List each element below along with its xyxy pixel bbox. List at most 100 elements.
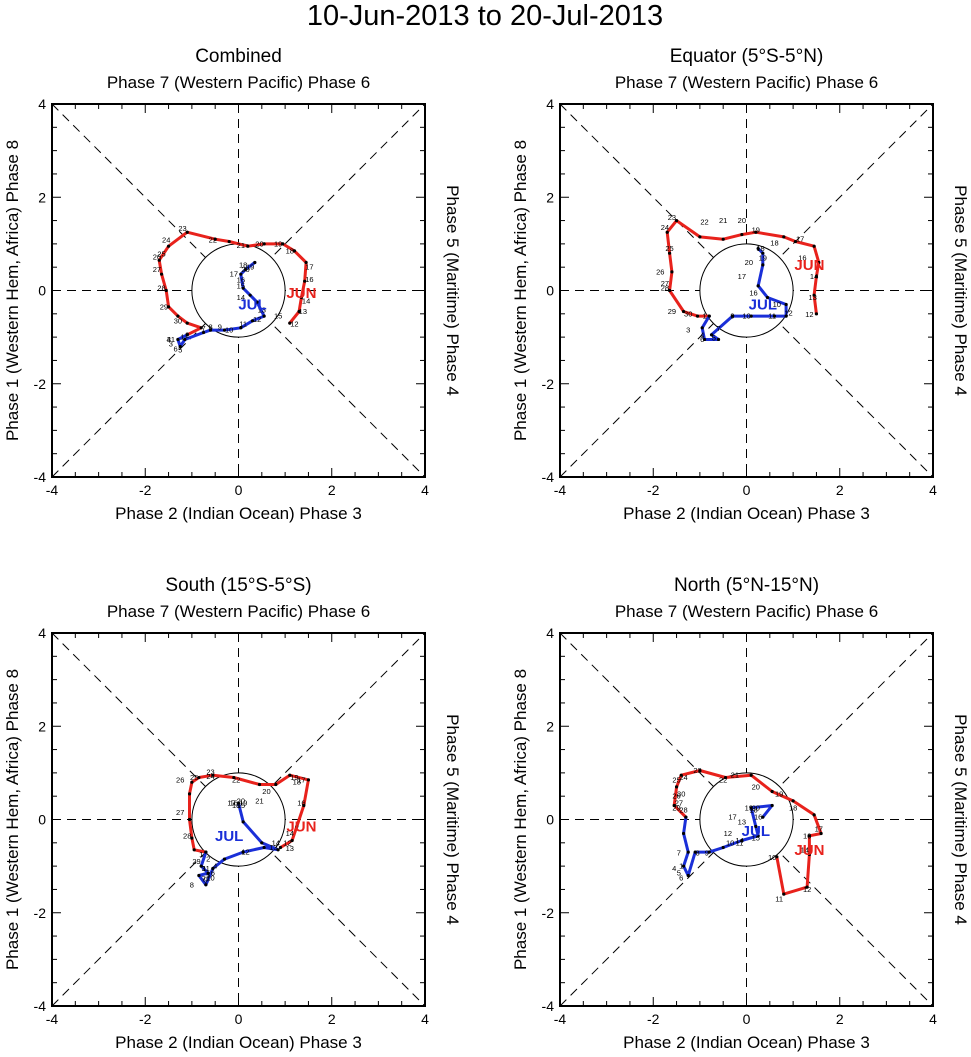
jun-day-label: 24 [206,772,214,781]
jun-day-label: 12 [805,310,813,319]
jun-day-label: 17 [815,824,823,833]
right-axis-label: Phase 5 (Maritime) Phase 4 [443,185,462,396]
jul-day-point [206,871,210,875]
panel-3: South (15°S-5°S) Phase 7 (Western Pacific… [3,575,462,1052]
jun-day-label: 28 [679,806,687,815]
jul-day-label: 13 [258,306,266,315]
jul-day-label: 14 [237,293,245,302]
jul-day-point [176,337,180,342]
jun-day-label: 29 [192,857,200,866]
jun-day-point [695,314,700,318]
jun-day-point [302,803,306,808]
jun-month-label: JUN [286,285,316,302]
jul-month-label: JUL [749,296,777,313]
jul-day-point [204,883,208,887]
jun-day-label: 25 [672,775,680,784]
jun-day-point [278,845,283,850]
jul-day-label: 15 [237,281,245,290]
jun-day-label: 17 [297,775,305,784]
jun-day-label: 16 [798,253,806,262]
top-axis-label: Phase 7 (Western Pacific) Phase 6 [615,73,878,92]
jul-day-point [248,293,252,297]
jul-day-label: 11 [736,838,744,847]
jun-day-point [782,235,786,239]
jun-day-label: 23 [693,766,701,775]
jun-day-label: 28 [157,284,165,293]
jul-day-point [222,328,227,332]
jun-day-point [807,852,812,857]
jul-day-label: 4 [213,862,217,871]
y-tick-label: 2 [38,189,46,205]
jul-day-label: 15 [237,801,245,810]
jun-day-point [770,789,774,794]
jul-day-label: 19 [745,803,753,812]
jul-day-label: 19 [239,799,247,808]
jul-day-label: 6 [211,869,215,878]
jun-day-point [246,244,250,248]
jul-day-label: 3 [169,340,173,349]
jun-day-label: 10 [768,853,776,862]
jun-day-label: 17 [796,235,804,244]
jun-day-label: 21 [719,216,727,225]
jun-day-point [190,836,194,840]
y-tick-label: -2 [34,905,47,921]
jul-day-point [276,848,280,852]
jul-day-label: 12 [724,829,732,838]
jul-day-label: 20 [752,803,760,812]
jul-day-label: 15 [752,834,760,843]
jun-day-label: 14 [801,845,809,854]
jul-day-point [700,326,704,330]
jul-day-label: 13 [269,843,277,852]
jun-day-point [197,775,201,780]
jun-day-label: 13 [286,844,294,853]
jun-day-point [281,242,285,246]
jun-day-label: 14 [302,297,310,306]
jun-day-label: 27 [675,799,683,808]
jun-day-label: 22 [700,217,708,226]
jul-day-label: 18 [232,801,240,810]
jul-day-label: 11 [202,864,210,873]
jul-day-label: 4 [166,335,170,344]
jun-day-label: 27 [176,808,184,817]
jul-day-point [784,302,788,307]
jun-day-point [812,813,816,817]
panel-2: Equator (5°S-5°N) Phase 7 (Western Pacifi… [511,46,970,523]
jul-day-point [241,820,245,824]
jul-day-point [681,864,686,868]
jul-day-label: 2 [185,330,189,339]
jun-day-point [304,260,308,265]
jul-trajectory-line [682,804,774,877]
left-axis-label: Phase 1 (Western Hem, Africa) Phase 8 [3,669,22,970]
jul-day-point [756,246,760,251]
jun-day-label: 26 [672,792,680,801]
jul-day-label: 16 [237,276,245,285]
jul-day-label: 18 [749,806,757,815]
jun-day-point [793,239,798,244]
jun-day-point [166,305,171,309]
jun-day-point [288,321,292,325]
top-axis-label: Phase 7 (Western Pacific) Phase 6 [615,602,878,621]
jun-day-point [775,855,779,859]
jun-day-label: 26 [656,267,664,276]
jul-day-point [707,850,711,854]
jun-day-point [190,780,194,784]
jun-day-label: 22 [209,236,217,245]
panel-4: North (5°N-15°N) Phase 7 (Western Pacific… [511,575,970,1052]
jul-month-label: JUL [238,296,266,313]
jun-day-label: 19 [775,789,783,798]
jun-month-label: JUN [286,818,316,835]
jun-day-label: 29 [672,803,680,812]
jun-day-label: 23 [178,224,186,233]
jun-day-label: 16 [305,275,313,284]
jul-day-point [749,314,753,318]
figure-title: 10-Jun-2013 to 20-Jul-2013 [307,0,663,32]
jul-day-label: 3 [201,864,205,873]
jul-day-label: 18 [239,260,247,269]
jun-day-point [295,824,299,829]
jul-day-label: 14 [735,836,743,845]
x-tick-label: 0 [235,482,243,498]
jun-day-label: 25 [157,250,165,259]
jun-day-point [164,288,168,293]
panel-title: Combined [195,46,282,67]
jun-day-label: 29 [668,307,676,316]
